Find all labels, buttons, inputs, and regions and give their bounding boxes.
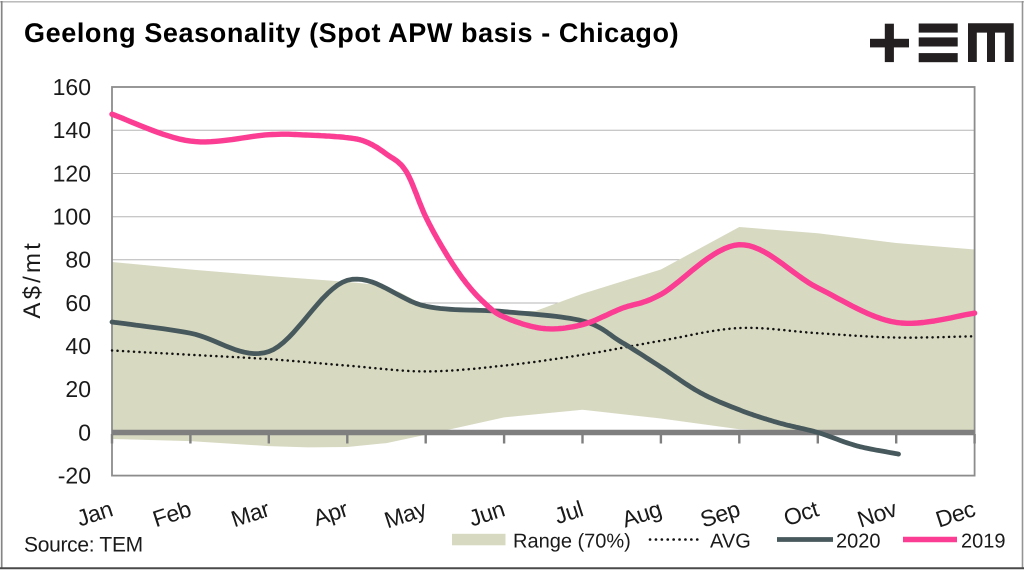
svg-text:120: 120 [53,160,91,186]
svg-text:140: 140 [53,117,91,143]
svg-text:80: 80 [65,247,91,273]
svg-text:Jul: Jul [551,496,586,529]
svg-text:Sep: Sep [697,496,743,533]
svg-text:0: 0 [78,419,91,445]
svg-text:160: 160 [53,74,91,100]
svg-text:100: 100 [53,204,91,230]
svg-text:2019: 2019 [961,531,1006,553]
svg-text:40: 40 [65,333,91,359]
svg-text:60: 60 [65,290,91,316]
svg-text:Nov: Nov [854,495,901,532]
svg-text:Source: TEM: Source: TEM [24,534,143,557]
svg-text:Range (70%): Range (70%) [513,531,631,553]
svg-text:Geelong Seasonality (Spot APW: Geelong Seasonality (Spot APW basis - Ch… [24,18,679,48]
svg-text:A$/mt: A$/mt [19,240,46,319]
svg-text:Jun: Jun [465,496,507,532]
svg-text:Mar: Mar [228,495,273,532]
svg-text:Dec: Dec [932,496,978,533]
svg-text:Jan: Jan [73,496,115,532]
svg-text:-20: -20 [58,463,91,489]
svg-text:Feb: Feb [149,496,194,533]
svg-text:May: May [381,495,430,533]
svg-text:Apr: Apr [310,495,352,531]
svg-text:AVG: AVG [710,531,751,553]
svg-text:Oct: Oct [780,495,822,531]
svg-text:2020: 2020 [836,531,881,553]
svg-text:Aug: Aug [619,496,665,533]
svg-text:20: 20 [65,376,91,402]
